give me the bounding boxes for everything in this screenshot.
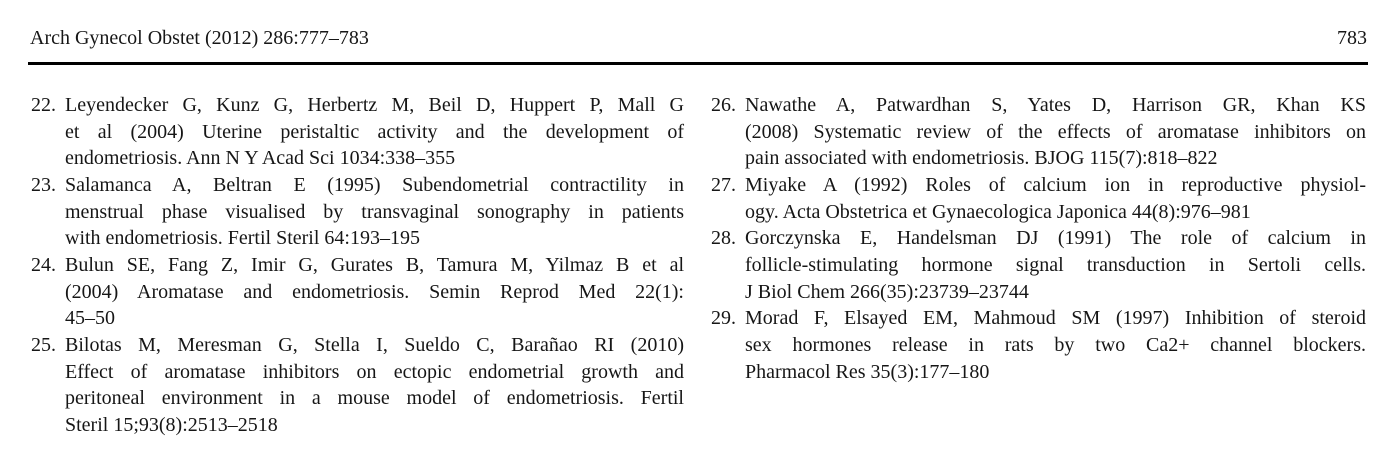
reference-line: Gorczynska E, Handelsman DJ (1991) The r… [745,227,1366,250]
page-number: 783 [1337,27,1367,49]
reference-line: peritoneal environment in a mouse model … [65,387,684,410]
reference-text: Gorczynska E, Handelsman DJ (1991) The r… [745,225,1366,305]
reference-line: et al (2004) Uterine peristaltic activit… [65,120,684,143]
reference-text: Bilotas M, Meresman G, Stella I, Sueldo … [65,332,684,439]
reference-number: 27. [711,174,736,197]
reference-line: Miyake A (1992) Roles of calcium ion in … [745,174,1366,197]
reference-item: 23. Salamanca A, Beltran E (1995) Subendo… [31,172,684,252]
reference-line: endometriosis. Ann N Y Acad Sci 1034:338… [65,147,456,170]
page-header: Arch Gynecol Obstet (2012) 286:777–783 7… [30,26,1367,50]
reference-item: 26. Nawathe A, Patwardhan S, Yates D, Har… [711,92,1366,172]
reference-item: 27. Miyake A (1992) Roles of calcium ion … [711,172,1366,225]
reference-item: 25. Bilotas M, Meresman G, Stella I, Suel… [31,332,684,439]
reference-line: Steril 15;93(8):2513–2518 [65,414,278,437]
reference-number: 26. [711,94,736,116]
reference-line: Bulun SE, Fang Z, Imir G, Gurates B, Tam… [65,254,684,277]
reference-line: follicle-stimulating hormone signal tran… [745,254,1366,277]
reference-line: sex hormones release in rats by two Ca2+… [745,334,1366,357]
reference-number: 24. [31,254,56,277]
reference-text: Leyendecker G, Kunz G, Herbertz M, Beil … [65,92,684,172]
reference-text: Miyake A (1992) Roles of calcium ion in … [745,172,1366,225]
reference-line: with endometriosis. Fertil Steril 64:193… [65,227,420,250]
reference-line: Bilotas M, Meresman G, Stella I, Sueldo … [65,334,684,357]
reference-line: Pharmacol Res 35(3):177–180 [745,360,990,383]
reference-number: 28. [711,227,736,250]
reference-line: Salamanca A, Beltran E (1995) Subendomet… [65,174,684,197]
reference-number: 22. [31,94,56,116]
reference-line: Effect of aromatase inhibitors on ectopi… [65,360,684,383]
reference-line: pain associated with endometriosis. BJOG… [745,147,1218,170]
references-column-right: 26. Nawathe A, Patwardhan S, Yates D, Har… [711,92,1366,385]
reference-text: Nawathe A, Patwardhan S, Yates D, Harris… [745,92,1366,172]
reference-line: Morad F, Elsayed EM, Mahmoud SM (1997) I… [745,307,1366,330]
reference-line: J Biol Chem 266(35):23739–23744 [745,280,1029,303]
reference-item: 24. Bulun SE, Fang Z, Imir G, Gurates B, … [31,252,684,332]
reference-number: 29. [711,307,736,330]
header-rule [28,62,1368,65]
journal-citation: Arch Gynecol Obstet (2012) 286:777–783 [30,27,369,49]
reference-line: ogy. Acta Obstetrica et Gynaecologica Ja… [745,200,1251,223]
reference-number: 25. [31,334,56,357]
reference-item: 28. Gorczynska E, Handelsman DJ (1991) Th… [711,225,1366,305]
reference-line: (2008) Systematic review of the effects … [745,120,1366,143]
reference-text: Bulun SE, Fang Z, Imir G, Gurates B, Tam… [65,252,684,332]
reference-line: 45–50 [65,307,115,330]
reference-text: Morad F, Elsayed EM, Mahmoud SM (1997) I… [745,305,1366,385]
reference-item: 29. Morad F, Elsayed EM, Mahmoud SM (1997… [711,305,1366,385]
reference-line: Leyendecker G, Kunz G, Herbertz M, Beil … [65,94,684,116]
reference-line: (2004) Aromatase and endometriosis. Semi… [65,280,684,303]
reference-line: Nawathe A, Patwardhan S, Yates D, Harris… [745,94,1366,116]
references-column-left: 22. Leyendecker G, Kunz G, Herbertz M, Be… [31,92,684,439]
reference-number: 23. [31,174,56,197]
reference-line: menstrual phase visualised by transvagin… [65,200,684,223]
reference-item: 22. Leyendecker G, Kunz G, Herbertz M, Be… [31,92,684,172]
reference-text: Salamanca A, Beltran E (1995) Subendomet… [65,172,684,252]
